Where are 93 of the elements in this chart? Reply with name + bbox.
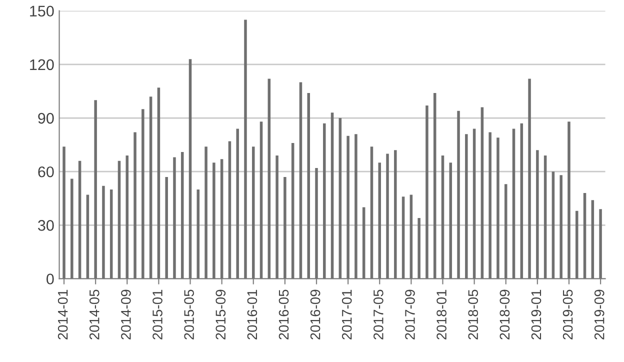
y-tick-label: 150	[30, 6, 54, 17]
y-tick-label: 90	[38, 112, 54, 124]
bar	[118, 160, 121, 279]
bar	[591, 200, 594, 279]
bar	[568, 122, 570, 279]
x-tick-label: 2016-05	[278, 290, 289, 340]
bar	[575, 210, 578, 279]
y-tick-label: 120	[30, 59, 54, 70]
bar	[488, 132, 492, 279]
bar	[378, 162, 381, 279]
y-tick-label: 0	[46, 274, 54, 284]
x-tick-label: 2019-09	[594, 290, 604, 340]
x-tick-label: 2019-01	[531, 290, 542, 340]
x-tick-label: 2016-01	[247, 290, 258, 340]
bar	[441, 156, 444, 279]
bar	[70, 178, 74, 279]
bar	[86, 194, 90, 279]
bar	[426, 106, 428, 279]
bar	[449, 162, 452, 279]
bar	[552, 172, 555, 279]
bar	[173, 157, 176, 279]
bar	[102, 186, 105, 279]
y-tick-label: 60	[38, 166, 54, 178]
x-tick-label: 2014-05	[89, 290, 100, 340]
bar	[362, 207, 366, 279]
x-tick-label: 2018-09	[500, 290, 510, 340]
x-tick-label: 2017-05	[374, 290, 384, 340]
x-tick-label: 2015-09	[216, 290, 226, 340]
bar	[196, 189, 200, 279]
x-tick-label: 2019-05	[562, 290, 573, 340]
bar	[402, 196, 405, 279]
bar	[284, 176, 286, 279]
bar	[346, 136, 350, 279]
bar	[410, 194, 413, 279]
bar	[528, 78, 531, 279]
x-tick-label: 2018-05	[468, 290, 478, 340]
bar	[94, 100, 97, 279]
bar	[520, 123, 524, 279]
bar	[134, 132, 136, 279]
bar	[496, 138, 500, 279]
bar	[315, 168, 318, 279]
bar	[204, 146, 208, 279]
x-tick-label: 2017-09	[405, 290, 415, 340]
y-tick-label: 30	[38, 220, 54, 231]
bar	[599, 209, 602, 279]
bar	[433, 93, 436, 279]
bar	[252, 146, 255, 279]
bar	[560, 175, 562, 279]
bar	[354, 134, 358, 279]
bar	[291, 143, 294, 279]
bar	[244, 20, 247, 279]
bar	[268, 78, 271, 279]
bar	[323, 123, 326, 279]
bar	[307, 93, 310, 279]
x-tick-label: 2015-01	[152, 290, 162, 340]
bar	[157, 88, 160, 279]
bar	[330, 112, 334, 279]
bar	[394, 150, 397, 279]
bar	[260, 122, 263, 279]
bar	[370, 146, 374, 279]
bar	[212, 162, 216, 279]
x-tick-label: 2018-01	[436, 290, 446, 340]
bar	[418, 218, 420, 279]
bar	[165, 176, 168, 279]
bar	[386, 154, 389, 279]
bar	[544, 156, 547, 279]
bar	[276, 156, 278, 279]
bar	[62, 146, 66, 279]
x-tick-label: 2015-05	[184, 290, 194, 340]
bar	[480, 107, 484, 279]
bar	[536, 150, 539, 279]
bar	[228, 141, 232, 279]
x-tick-label: 2016-09	[310, 290, 320, 340]
bar	[110, 189, 113, 279]
bar	[583, 193, 586, 279]
bar	[512, 128, 516, 279]
bar	[142, 109, 144, 279]
bar	[465, 134, 468, 279]
bar	[188, 59, 192, 279]
bar	[126, 156, 129, 279]
bar	[220, 159, 224, 279]
bar	[236, 128, 239, 279]
bar	[457, 110, 460, 279]
bar	[472, 128, 476, 279]
bar	[504, 184, 508, 279]
bar	[299, 82, 302, 279]
bar	[149, 96, 152, 279]
x-tick-label: 2017-01	[342, 290, 352, 340]
x-tick-label: 2014-09	[121, 290, 131, 340]
bar	[338, 118, 342, 279]
bar	[180, 152, 184, 279]
bar	[78, 160, 82, 279]
x-tick-label: 2014-01	[58, 290, 68, 340]
